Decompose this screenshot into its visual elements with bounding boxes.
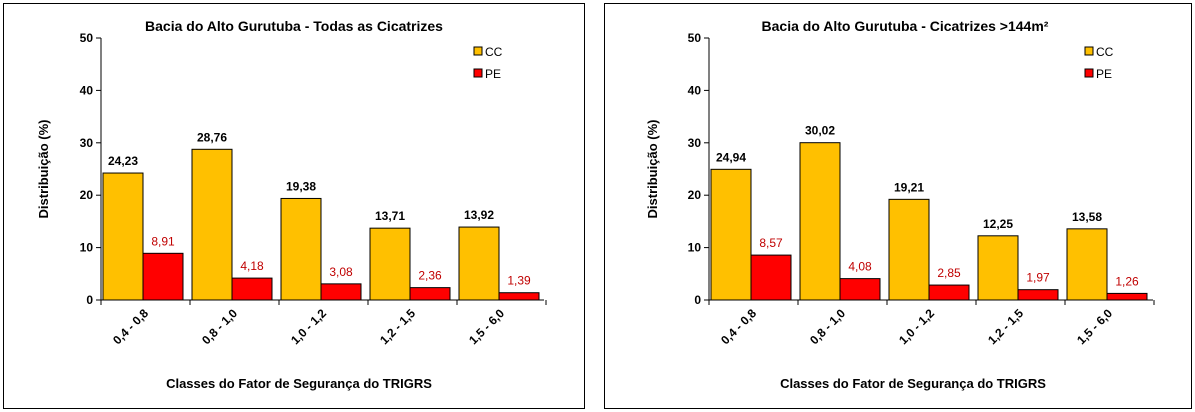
bar-cc — [977, 235, 1019, 301]
data-label-cc: 19,38 — [286, 179, 316, 193]
bar-pe — [142, 252, 184, 301]
bar-pe — [839, 278, 881, 301]
y-tick-label: 50 — [80, 31, 94, 45]
data-label-pe: 1,97 — [1026, 271, 1050, 285]
chart-all-scars: Bacia do Alto Gurutuba - Todas as Cicatr… — [36, 18, 547, 391]
bar-cc — [1066, 228, 1108, 301]
bar-cc — [888, 198, 930, 301]
bar-cc — [369, 227, 411, 301]
bar-cc — [102, 172, 144, 301]
chart-title: Bacia do Alto Gurutuba - Todas as Cicatr… — [145, 18, 443, 34]
bar-pe — [320, 283, 362, 301]
bar-cc — [280, 197, 322, 301]
data-label-pe: 8,91 — [151, 234, 175, 248]
y-tick-label: 30 — [80, 136, 94, 150]
chart-title: Bacia do Alto Gurutuba - Cicatrizes >144… — [762, 18, 1049, 34]
data-label-cc: 13,92 — [464, 208, 494, 222]
legend-label-pe: PE — [1096, 67, 1112, 81]
x-tick-label: 1,0 - 1,2 — [896, 306, 937, 347]
y-tick-label: 0 — [86, 293, 93, 307]
x-tick-label: 0,4 - 0,8 — [110, 306, 151, 347]
y-tick-label: 50 — [688, 31, 702, 45]
y-tick-label: 30 — [688, 136, 702, 150]
bar-pe — [1106, 292, 1148, 301]
legend-label-cc: CC — [485, 45, 503, 59]
data-label-cc: 19,21 — [894, 180, 924, 194]
chart-panel-large-scars: Bacia do Alto Gurutuba - Cicatrizes >144… — [604, 3, 1192, 409]
bar-cc — [191, 148, 233, 301]
x-tick-label: 1,0 - 1,2 — [288, 306, 329, 347]
data-label-cc: 24,94 — [716, 150, 746, 164]
data-label-cc: 13,58 — [1072, 210, 1102, 224]
y-tick-label: 10 — [80, 241, 94, 255]
bar-cc — [710, 168, 752, 301]
y-axis-label: Distribuição (%) — [645, 120, 660, 219]
data-label-pe: 1,39 — [507, 274, 531, 288]
x-axis-label: Classes do Fator de Segurança do TRIGRS — [166, 376, 432, 391]
x-axis-label: Classes do Fator de Segurança do TRIGRS — [780, 376, 1046, 391]
data-label-cc: 24,23 — [108, 154, 138, 168]
data-label-cc: 28,76 — [197, 130, 227, 144]
x-tick-label: 1,2 - 1,5 — [985, 306, 1026, 347]
bar-pe — [231, 277, 273, 301]
legend-swatch-cc — [473, 46, 483, 56]
x-tick-label: 1,5 - 6,0 — [1074, 306, 1115, 347]
data-label-pe: 2,85 — [937, 266, 961, 280]
data-label-pe: 1,26 — [1115, 274, 1139, 288]
data-label-cc: 30,02 — [805, 124, 835, 138]
x-tick-label: 0,8 - 1,0 — [199, 306, 240, 347]
y-axis-label: Distribuição (%) — [36, 120, 51, 219]
x-tick-label: 0,8 - 1,0 — [807, 306, 848, 347]
data-label-cc: 13,71 — [375, 209, 405, 223]
y-tick-label: 20 — [688, 188, 702, 202]
bar-pe — [928, 284, 970, 301]
y-tick-label: 40 — [80, 83, 94, 97]
data-label-cc: 12,25 — [983, 217, 1013, 231]
y-tick-label: 20 — [80, 188, 94, 202]
legend-label-pe: PE — [485, 67, 501, 81]
y-tick-label: 0 — [694, 293, 701, 307]
data-label-pe: 3,08 — [329, 265, 353, 279]
chart-panel-all-scars: Bacia do Alto Gurutuba - Todas as Cicatr… — [3, 3, 585, 409]
y-tick-label: 40 — [688, 83, 702, 97]
legend-label-cc: CC — [1096, 45, 1114, 59]
x-tick-label: 1,5 - 6,0 — [466, 306, 507, 347]
bar-pe — [1017, 289, 1059, 301]
bar-pe — [409, 287, 451, 301]
legend-swatch-cc — [1084, 46, 1094, 56]
y-tick-label: 10 — [688, 241, 702, 255]
bar-cc — [799, 142, 841, 301]
x-tick-label: 1,2 - 1,5 — [377, 306, 418, 347]
bar-pe — [750, 254, 792, 301]
legend-swatch-pe — [473, 68, 483, 78]
bar-cc — [458, 226, 500, 301]
data-label-pe: 4,08 — [848, 260, 872, 274]
data-label-pe: 8,57 — [759, 236, 783, 250]
data-label-pe: 4,18 — [240, 259, 264, 273]
x-tick-label: 0,4 - 0,8 — [718, 306, 759, 347]
data-label-pe: 2,36 — [418, 269, 442, 283]
legend-swatch-pe — [1084, 68, 1094, 78]
bar-pe — [498, 292, 540, 301]
chart-large-scars: Bacia do Alto Gurutuba - Cicatrizes >144… — [645, 18, 1155, 391]
